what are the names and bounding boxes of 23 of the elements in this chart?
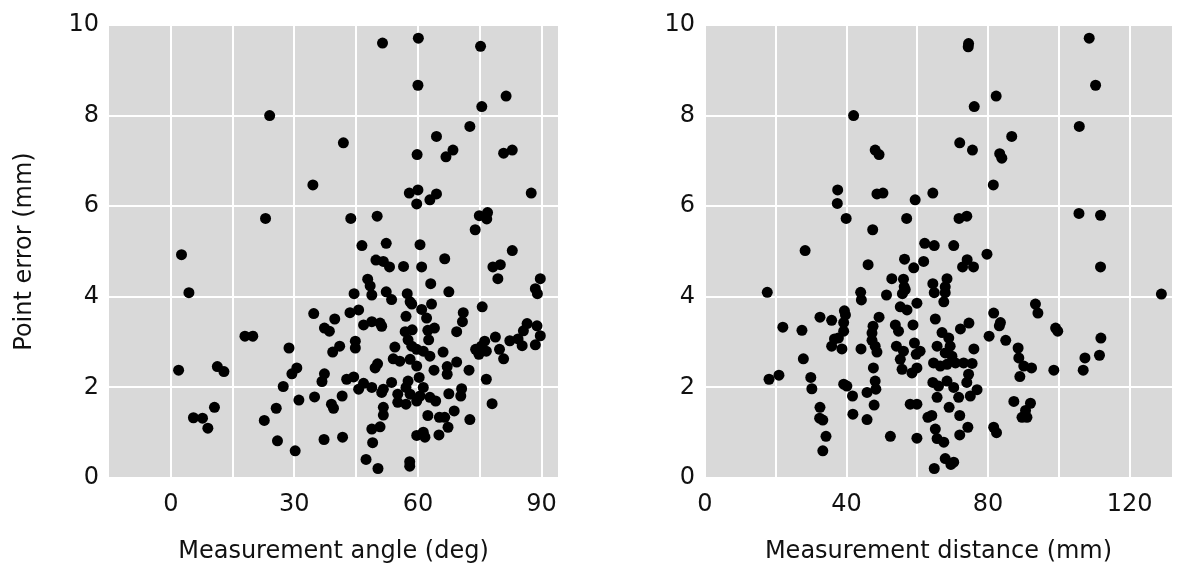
y-tick-label: 4: [83, 281, 99, 310]
x-axis-title: Measurement angle (deg): [178, 535, 489, 564]
x-tick-label: 0: [697, 488, 713, 517]
y-tick-label: 4: [679, 281, 695, 310]
y-tick-label: 2: [679, 371, 695, 400]
x-tick-label: 80: [972, 488, 1004, 517]
x-tick-label: 30: [279, 488, 310, 517]
y-tick-label: 2: [83, 371, 99, 400]
x-tick-label: 120: [1106, 488, 1153, 517]
y-axis-title: Point error (mm): [8, 152, 37, 351]
x-tick-label: 0: [163, 488, 179, 517]
y-tick-label: 8: [679, 99, 695, 128]
y-tick-label: 8: [83, 99, 99, 128]
x-tick-label: 40: [831, 488, 862, 517]
x-tick-label: 90: [526, 488, 557, 517]
y-tick-label: 10: [664, 9, 695, 38]
y-tick-label: 6: [83, 190, 99, 219]
y-tick-label: 10: [68, 9, 99, 38]
x-tick-label: 60: [402, 488, 434, 517]
y-tick-label: 0: [83, 462, 99, 491]
y-tick-label: 0: [679, 462, 695, 491]
y-tick-label: 6: [679, 190, 695, 219]
x-axis-title: Measurement distance (mm): [764, 535, 1113, 564]
